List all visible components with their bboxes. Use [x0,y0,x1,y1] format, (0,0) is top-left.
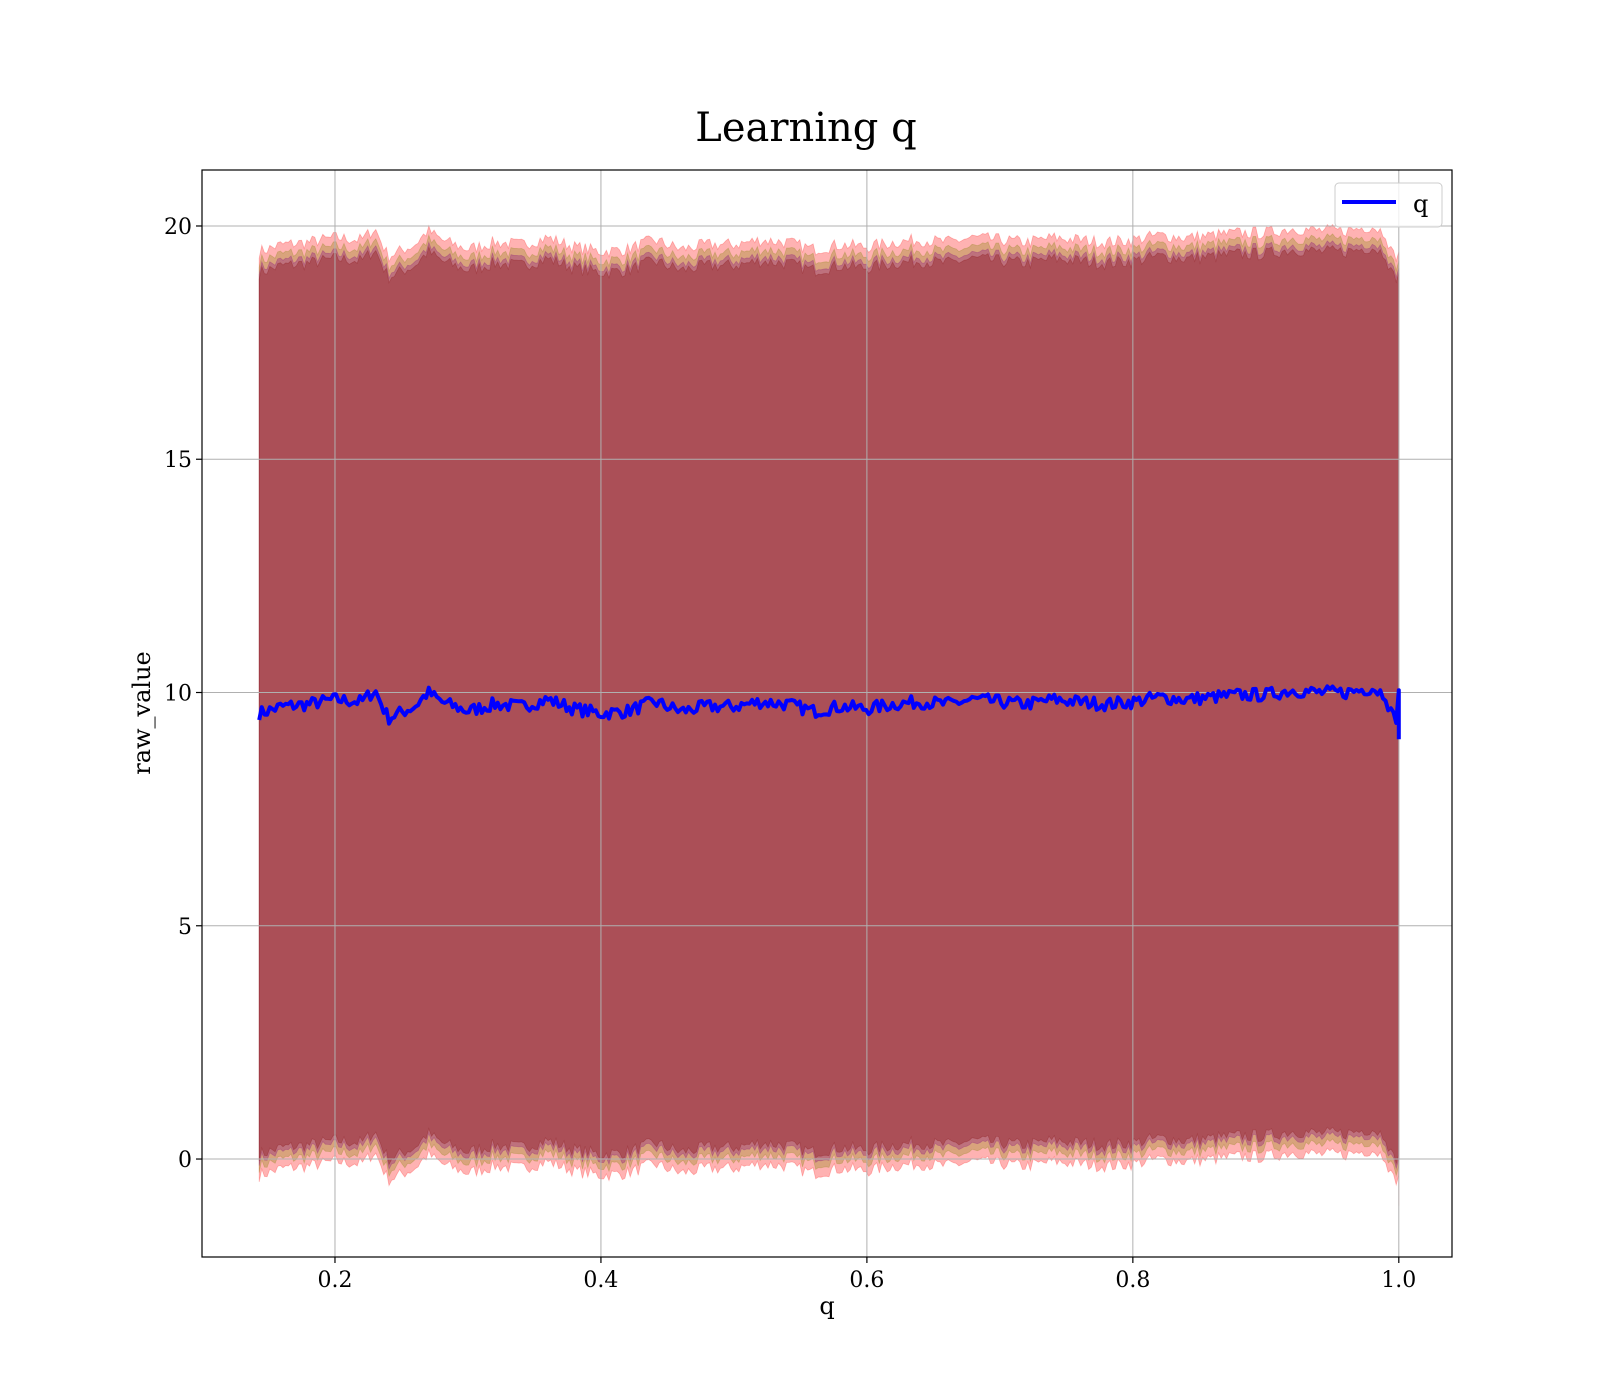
y-tick-label: 5 [178,915,192,940]
x-axis-label: q [819,1292,834,1320]
legend-label-q: q [1413,190,1428,218]
x-tick-label: 0.2 [317,1268,352,1293]
x-tick-label: 0.4 [583,1268,618,1293]
x-tick-label: 0.6 [849,1268,884,1293]
x-tick-label: 0.8 [1115,1268,1150,1293]
plot-frame [201,169,1453,1258]
y-tick-label: 0 [178,1148,192,1173]
confidence-bands [258,223,1400,1206]
x-tick-label: 1.0 [1381,1268,1416,1293]
legend: q [1334,182,1443,228]
series-line-q [257,684,1401,740]
grid-lines [202,170,1452,1257]
band-4 [258,244,1400,1166]
series-lines [257,684,1401,740]
legend-box [1334,182,1443,228]
y-tick-label: 10 [164,682,192,707]
y-tick-label: 15 [164,448,192,473]
axis-ticks: 0.2 0.4 0.6 0.8 1.0 0 5 10 15 20 [164,215,1416,1293]
y-axis-label: raw_value [128,651,156,775]
y-tick-label: 20 [164,215,192,240]
chart-title: Learning q [695,105,916,151]
